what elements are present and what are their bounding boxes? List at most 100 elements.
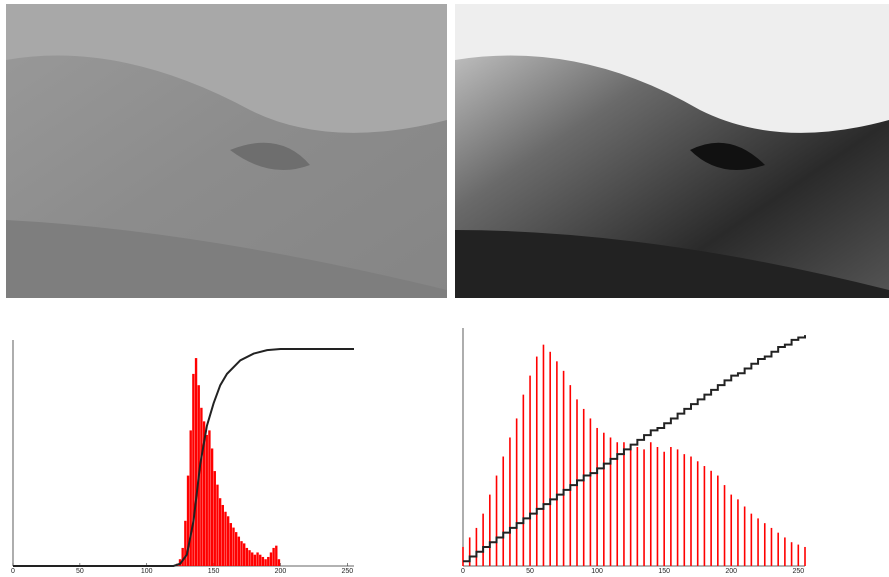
bar	[214, 471, 216, 566]
spike	[677, 449, 679, 566]
spike	[804, 547, 806, 566]
bar	[181, 548, 183, 566]
spike	[476, 528, 478, 566]
spike	[523, 395, 525, 566]
spike	[730, 495, 732, 566]
bar	[219, 498, 221, 566]
bar	[272, 548, 274, 566]
spike	[710, 471, 712, 566]
cdf-line	[13, 349, 354, 566]
original-photo	[6, 4, 447, 298]
spike	[630, 445, 632, 566]
spike	[502, 457, 504, 566]
bar	[232, 528, 234, 566]
spike	[509, 437, 511, 566]
spike	[482, 514, 484, 566]
spike	[489, 495, 491, 566]
spike	[791, 542, 793, 566]
spike	[777, 533, 779, 566]
page: 050100150200250050100150200250 (() => { …	[0, 0, 889, 577]
bar	[278, 559, 280, 566]
spike	[462, 547, 464, 566]
spike	[717, 476, 719, 566]
x-tick-label: 0	[11, 568, 15, 575]
x-tick-label: 100	[141, 568, 153, 575]
bar	[248, 550, 250, 566]
spike	[637, 447, 639, 566]
bar	[216, 485, 218, 566]
bar	[256, 552, 258, 566]
bar	[222, 505, 224, 566]
bar	[262, 557, 264, 566]
x-tick-label: 150	[658, 568, 670, 575]
x-tick-label: 0	[461, 568, 465, 575]
bar	[267, 557, 269, 566]
bar	[243, 543, 245, 566]
bar	[200, 408, 202, 566]
bar	[227, 516, 229, 566]
bar	[259, 555, 261, 566]
spike	[543, 345, 545, 566]
x-tick-label: 250	[792, 568, 804, 575]
spike	[549, 352, 551, 566]
bar	[208, 430, 210, 566]
x-tick-label: 200	[725, 568, 737, 575]
bar	[246, 548, 248, 566]
spike	[603, 433, 605, 566]
spike	[704, 466, 706, 566]
bar	[211, 448, 213, 566]
bar	[235, 532, 237, 566]
figure: 0 50 100 150 200 250 0 50 100 150 200 250	[0, 0, 889, 577]
spike	[663, 452, 665, 566]
spike	[529, 376, 531, 566]
x-tick-label: 50	[526, 568, 534, 575]
spike	[556, 361, 558, 566]
bar	[264, 559, 266, 566]
spike	[583, 409, 585, 566]
equalized-photo	[455, 4, 889, 298]
bar	[238, 537, 240, 566]
bar	[195, 358, 197, 566]
spike	[616, 442, 618, 566]
spike	[623, 442, 625, 566]
spike	[536, 357, 538, 566]
x-tick-label: 50	[76, 568, 84, 575]
spike	[797, 545, 799, 566]
spike	[610, 437, 612, 566]
x-tick-label: 150	[208, 568, 220, 575]
spike	[737, 499, 739, 566]
spike	[751, 514, 753, 566]
spike	[569, 385, 571, 566]
spike	[771, 528, 773, 566]
spike	[650, 442, 652, 566]
spike	[697, 461, 699, 566]
spike	[590, 418, 592, 566]
bar	[270, 552, 272, 566]
spike	[724, 485, 726, 566]
bar	[190, 430, 192, 566]
cdf-line	[463, 335, 805, 561]
spike	[764, 523, 766, 566]
bar	[230, 523, 232, 566]
x-tick-label: 250	[341, 568, 353, 575]
spike	[596, 428, 598, 566]
spike	[643, 449, 645, 566]
spike	[683, 454, 685, 566]
spike	[744, 507, 746, 567]
x-tick-label: 200	[275, 568, 287, 575]
spike	[516, 418, 518, 566]
x-tick-label: 100	[591, 568, 603, 575]
spike	[670, 447, 672, 566]
bar	[275, 546, 277, 566]
spike	[757, 518, 759, 566]
bar	[192, 374, 194, 566]
bar	[224, 512, 226, 566]
spike	[657, 447, 659, 566]
spike	[784, 537, 786, 566]
bar	[254, 555, 256, 566]
spike	[563, 371, 565, 566]
spike	[496, 476, 498, 566]
bar	[206, 435, 208, 566]
bar	[240, 541, 242, 566]
bar	[251, 552, 253, 566]
